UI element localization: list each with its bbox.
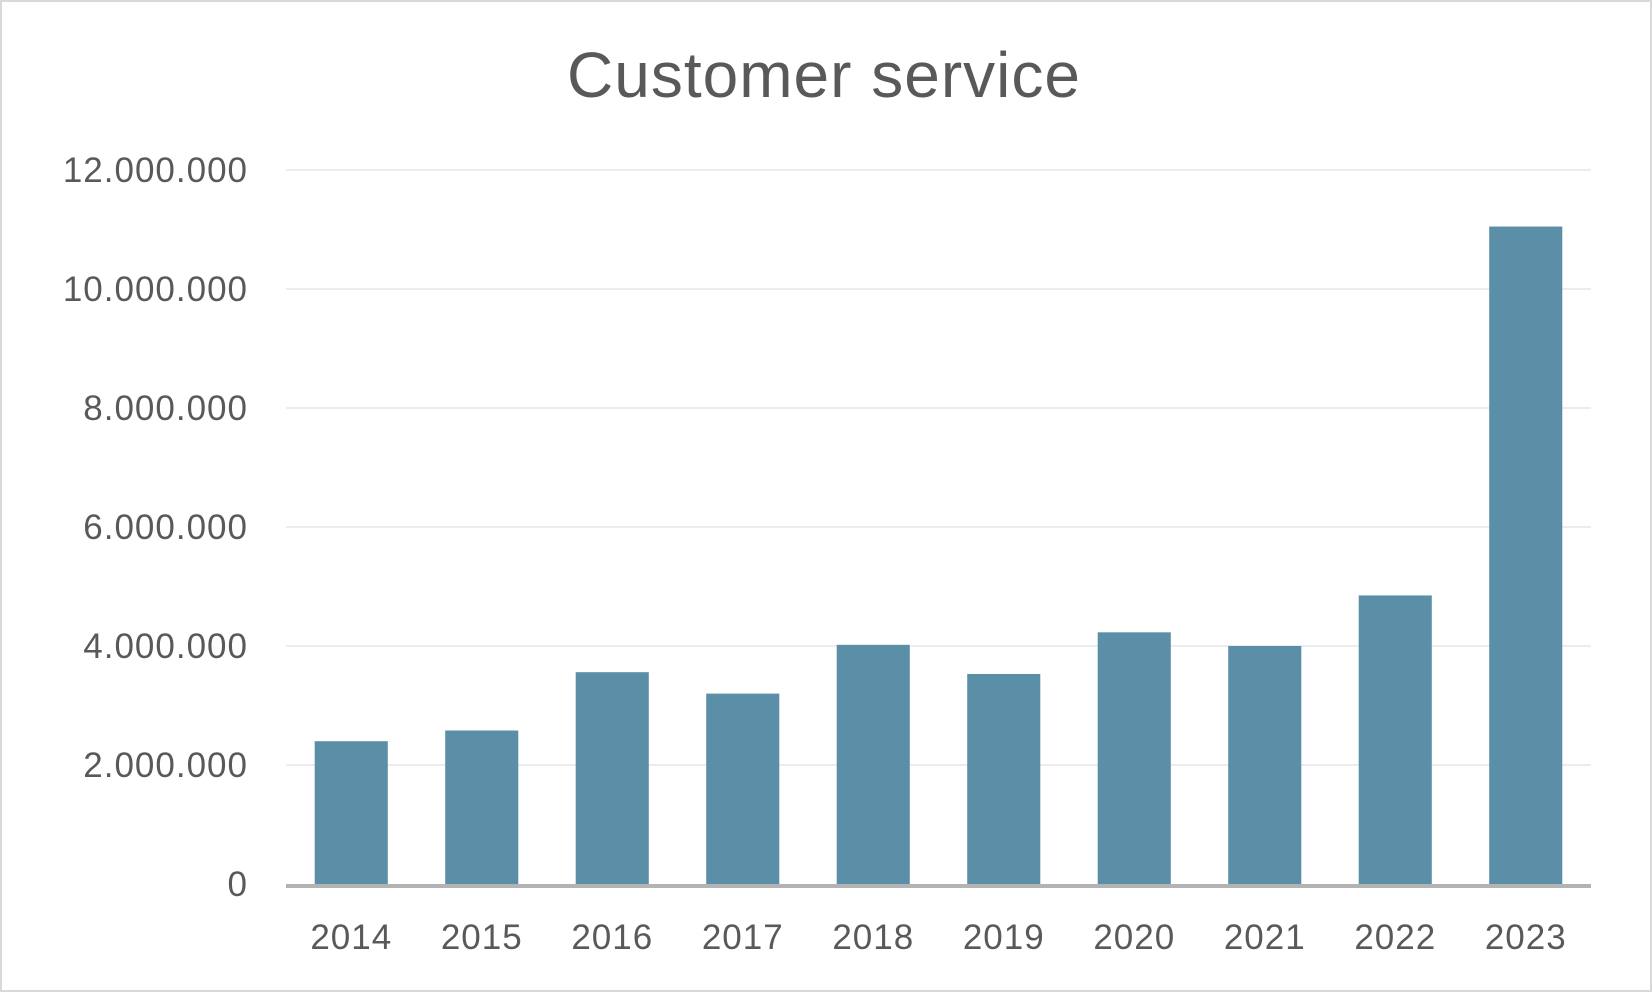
x-tick-label: 2023 xyxy=(1485,918,1567,957)
bar-2014 xyxy=(314,741,388,884)
y-tick-label: 10.000.000 xyxy=(63,270,248,309)
x-tick-label: 2021 xyxy=(1224,918,1306,957)
y-tick-label: 12.000.000 xyxy=(63,151,248,190)
bar-2018 xyxy=(836,644,910,884)
x-tick-label: 2014 xyxy=(310,918,392,957)
x-tick-label: 2019 xyxy=(963,918,1045,957)
x-tick-label: 2016 xyxy=(571,918,653,957)
x-tick-label: 2015 xyxy=(441,918,523,957)
bar-2019 xyxy=(967,673,1041,884)
y-tick-label: 2.000.000 xyxy=(83,746,248,785)
x-axis-tick-labels: 2014 2015 2016 2017 2018 2019 2020 2021 2022 2023 xyxy=(310,918,1567,957)
gridlines xyxy=(286,169,1591,766)
bar-2015 xyxy=(445,730,519,884)
y-tick-label: 0 xyxy=(228,865,248,904)
bar-2017 xyxy=(706,693,780,884)
y-axis-tick-labels: 0 2.000.000 4.000.000 6.000.000 8.000.000 10.… xyxy=(63,151,248,904)
x-tick-label: 2020 xyxy=(1093,918,1175,957)
x-tick-label: 2018 xyxy=(832,918,914,957)
bar-2020 xyxy=(1097,632,1171,884)
y-tick-label: 4.000.000 xyxy=(83,627,248,666)
bars xyxy=(314,226,1563,884)
y-tick-label: 6.000.000 xyxy=(83,508,248,547)
bar-2016 xyxy=(575,672,649,884)
x-tick-label: 2017 xyxy=(702,918,784,957)
bar-2022 xyxy=(1358,595,1432,884)
chart-title: Customer service xyxy=(567,39,1081,111)
y-tick-label: 8.000.000 xyxy=(83,389,248,428)
bar-2021 xyxy=(1228,646,1302,884)
x-tick-label: 2022 xyxy=(1354,918,1436,957)
bar-2023 xyxy=(1489,226,1563,884)
